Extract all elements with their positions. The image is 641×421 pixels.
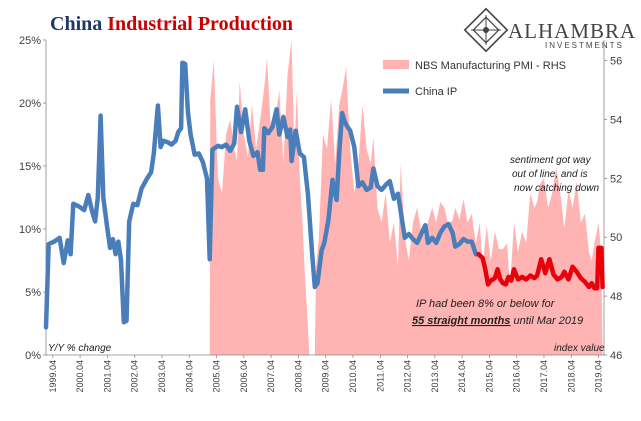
x-tick-label: 2011.04 [375,360,385,392]
x-tick-label: 2007.04 [266,360,276,393]
y-left-tick-label: 0% [25,350,41,362]
y-right-tick-label: 52 [610,173,622,185]
y-left-tick-label: 20% [19,98,41,110]
annotation-right-axis: index value [554,343,605,354]
x-tick-label: 2002.04 [130,360,140,393]
x-tick-label: 2012.04 [403,360,413,393]
y-right-tick-label: 46 [610,350,622,362]
y-right-tick-label: 56 [610,56,622,68]
annotation-sentiment-2: out of line, and is [512,169,588,180]
x-tick-label: 2009.04 [321,360,331,393]
x-tick-label: 2015.04 [484,360,494,393]
y-right-tick-label: 48 [610,291,622,303]
legend-swatch-pmi [383,60,409,69]
logo-name: ALHAMBRA [508,19,636,43]
china-ip-recent-line [476,245,605,291]
y-right-tick-label: 50 [610,232,622,244]
logo-sub: INVESTMENTS [545,41,624,50]
pmi-area [209,40,603,355]
title-part1: China [50,13,102,35]
ip-line-layer [43,60,605,330]
x-tick-label: 2014.04 [457,360,467,393]
diamond-emblem-icon [463,7,509,53]
x-tick-label: 2013.04 [430,360,440,393]
legend: NBS Manufacturing PMI - RHS China IP [383,60,566,98]
alhambra-logo: ALHAMBRA INVESTMENTS [463,7,636,53]
axes-layer: 0% 5% 10% 15% 20% 25% 46 48 50 52 54 56 1999.04 2000.… [19,35,622,393]
x-tick-label: 2010.04 [348,360,358,393]
chart-title: China Industrial Production [50,13,293,35]
x-tick-label: 2006.04 [239,360,249,393]
x-tick-label: 2003.04 [157,360,167,393]
annotation-sentiment-3: now catching down [514,183,599,194]
x-tick-label: 2004.04 [184,360,194,393]
x-tick-label: 2001.04 [102,360,112,393]
y-left-tick-label: 25% [19,35,41,47]
x-tick-label: 1999.04 [48,360,58,393]
y-right-tick-label: 54 [610,114,622,126]
x-tick-label: 2018.04 [566,360,576,393]
annotation-sentiment-1: sentiment got way [510,155,592,166]
annotation-ip-2-bold: 55 straight months [412,315,510,327]
y-left-tick-label: 15% [19,161,41,173]
x-tick-label: 2017.04 [539,360,549,393]
y-left-tick-label: 5% [25,287,41,299]
annotation-ip-2-rest: until Mar 2019 [510,315,583,327]
legend-label-pmi: NBS Manufacturing PMI - RHS [415,60,566,72]
legend-label-ip: China IP [415,86,457,98]
title-part2: Industrial Production [107,13,293,35]
x-tick-label: 2019.04 [594,360,604,393]
y-left-tick-label: 10% [19,224,41,236]
x-tick-label: 2008.04 [293,360,303,393]
x-tick-label: 2000.04 [75,360,85,393]
annotations: Y/Y % change index value sentiment got w… [48,155,605,354]
annotation-ip-1: IP had been 8% or below for [416,298,556,310]
pmi-area-layer [209,40,603,355]
annotation-left-axis: Y/Y % change [48,343,112,354]
annotation-ip-2: 55 straight months until Mar 2019 [412,315,583,327]
china-ip-line [43,60,481,330]
x-tick-label: 2016.04 [512,360,522,393]
x-tick-label: 2005.04 [212,360,222,393]
